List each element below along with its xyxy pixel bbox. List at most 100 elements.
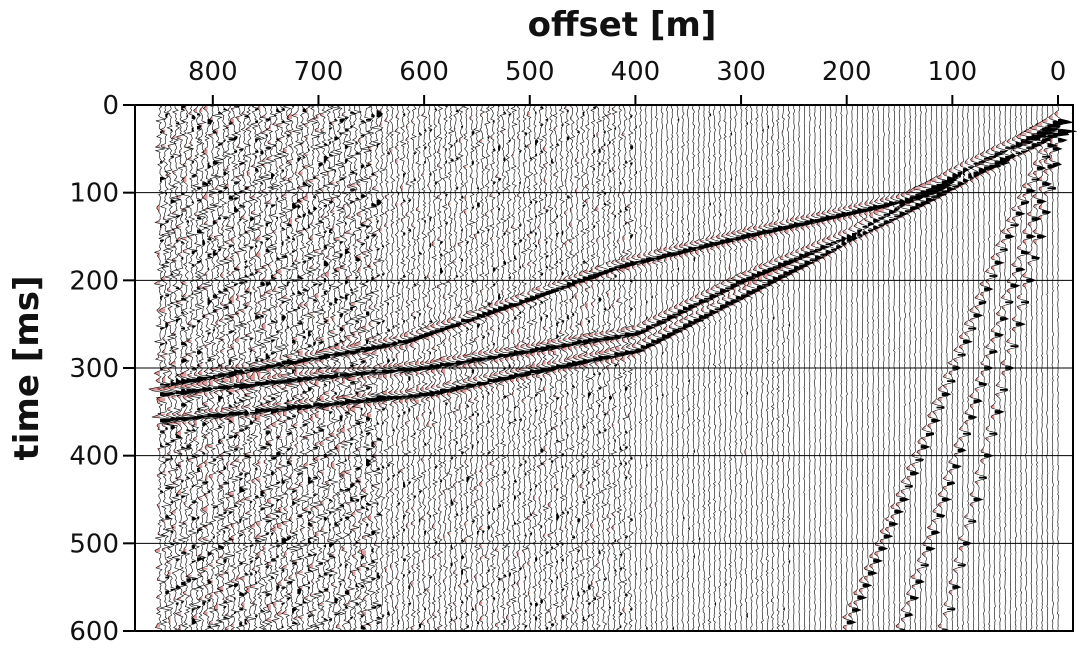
trace-positive-fill (820, 217, 830, 256)
trace-negative-fill (184, 112, 192, 596)
trace-negative-fill (763, 224, 768, 288)
trace-positive-fill (640, 259, 651, 349)
x-tick-label: 200 (822, 57, 872, 87)
trace-positive-fill (355, 141, 370, 605)
trace-positive-fill (239, 148, 254, 626)
trace-negative-fill (821, 211, 826, 260)
trace-positive-fill (793, 222, 804, 270)
trace-negative-fill (550, 127, 557, 619)
trace-negative-fill (832, 210, 837, 253)
trace-positive-fill (196, 113, 208, 609)
x-tick-label: 100 (928, 57, 978, 87)
x-tick-label: 600 (399, 57, 449, 87)
trace-positive-fill (307, 148, 319, 617)
trace-positive-fill (244, 115, 255, 624)
trace-negative-fill (731, 231, 736, 458)
trace-positive-fill (323, 143, 333, 621)
x-tick-label: 500 (505, 57, 555, 87)
trace-negative-fill (284, 113, 293, 596)
trace-positive-fill (762, 129, 771, 286)
x-axis-title: offset [m] (528, 5, 717, 45)
trace-negative-fill (210, 129, 219, 610)
trace-positive-fill (318, 162, 329, 593)
trace-negative-fill (319, 157, 330, 591)
trace-negative-fill (683, 157, 689, 330)
trace-negative-fill (377, 110, 382, 407)
trace-positive-fill (1047, 124, 1061, 190)
trace-negative-fill (471, 147, 477, 610)
trace-positive-fill (297, 157, 307, 595)
x-tick-label: 800 (188, 57, 238, 87)
trace-negative-fill (439, 294, 446, 582)
trace-negative-fill (259, 105, 266, 551)
trace-negative-fill (1011, 138, 1016, 332)
x-tick-label: 400 (611, 57, 661, 87)
trace-positive-fill (366, 119, 377, 570)
trace-negative-fill (826, 210, 831, 256)
trace-positive-fill (804, 220, 815, 265)
trace-negative-fill (741, 227, 747, 454)
trace-positive-fill (429, 129, 439, 579)
trace-negative-fill (201, 105, 208, 631)
trace-negative-fill (720, 224, 726, 311)
trace-negative-fill (280, 148, 287, 614)
trace-negative-fill (757, 225, 763, 293)
trace-positive-fill (667, 252, 678, 337)
trace-negative-fill (604, 115, 609, 561)
trace-positive-fill (181, 105, 192, 603)
y-tick-label: 600 (69, 617, 119, 647)
x-tick-label: 700 (294, 57, 344, 87)
y-tick-label: 0 (102, 91, 119, 121)
y-tick-label: 500 (69, 529, 119, 559)
trace-positive-fill (825, 215, 835, 255)
trace-negative-fill (276, 124, 282, 616)
trace-positive-fill (815, 218, 824, 260)
trace-negative-fill (510, 154, 514, 632)
trace-positive-fill (170, 129, 180, 591)
trace-negative-fill (545, 264, 551, 612)
trace-positive-fill (635, 126, 645, 575)
trace-positive-fill (466, 241, 476, 628)
trace-negative-fill (514, 105, 520, 586)
trace-positive-fill (572, 280, 581, 600)
trace-positive-fill (730, 133, 740, 304)
y-tick-label: 400 (69, 442, 119, 472)
trace-positive-fill (836, 213, 846, 249)
trace-positive-fill (529, 157, 539, 605)
y-axis-ticks: 0 100 200 300 400 500 600 (69, 91, 135, 647)
y-tick-label: 200 (69, 266, 119, 296)
trace-positive-fill (471, 131, 481, 610)
trace-positive-fill (350, 112, 361, 619)
trace-negative-fill (450, 127, 456, 623)
x-tick-label: 300 (716, 57, 766, 87)
trace-negative-fill (815, 211, 821, 262)
trace-negative-fill (577, 250, 583, 563)
trace-positive-fill (487, 136, 497, 572)
trace-negative-fill (771, 222, 779, 465)
trace-negative-fill (254, 106, 261, 572)
trace-negative-fill (397, 185, 403, 472)
trace-positive-fill (698, 245, 709, 540)
trace-positive-fill (402, 113, 413, 577)
trace-negative-fill (566, 117, 573, 610)
trace-positive-fill (339, 119, 349, 586)
trace-positive-fill (704, 243, 714, 318)
x-tick-label: 0 (1050, 57, 1067, 87)
trace-positive-fill (160, 131, 172, 493)
trace-positive-fill (799, 222, 809, 269)
trace-negative-fill (486, 136, 493, 631)
trace-positive-fill (767, 126, 777, 284)
trace-negative-fill (226, 108, 234, 632)
plot-area (134, 104, 1077, 632)
trace-positive-fill (577, 131, 586, 596)
trace-positive-fill (735, 236, 745, 300)
y-axis-title: time [ms] (7, 276, 47, 461)
trace-negative-fill (149, 145, 160, 628)
x-axis-ticks: 800 700 600 500 400 300 200 100 0 (188, 57, 1066, 105)
y-tick-label: 100 (69, 179, 119, 209)
trace-positive-fill (688, 232, 697, 530)
trace-negative-fill (679, 220, 683, 333)
trace-positive-fill (1036, 131, 1056, 239)
